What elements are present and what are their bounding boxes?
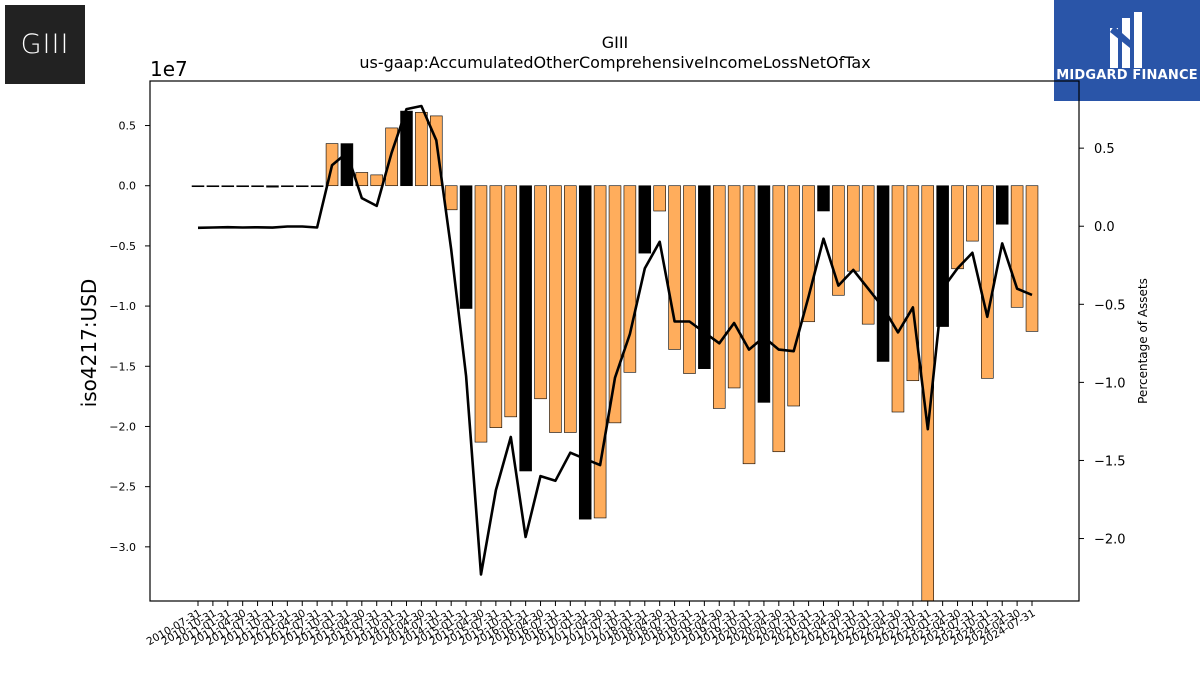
bar-2019-04-30 [712, 185, 726, 409]
plot-frame [149, 80, 1080, 602]
bar-2010-07-31 [191, 185, 205, 188]
bar-2022-07-31 [906, 185, 920, 382]
bar-2015-10-31 [504, 185, 518, 418]
bar-2024-07-31 [1025, 185, 1039, 332]
y2-tick-label: −1.5 [1094, 454, 1126, 469]
y-tick-label: 0.5 [119, 120, 137, 133]
bar-2019-10-31 [742, 185, 756, 465]
y-tick-label: −1.5 [109, 360, 136, 373]
y2-tick-label: −0.5 [1094, 298, 1126, 313]
bar-2011-10-31 [266, 185, 279, 188]
y-scale-label: 1e7 [150, 57, 188, 81]
bar-2018-01-31 [638, 185, 652, 254]
y-tick-label: −2.0 [109, 420, 136, 433]
bar-2011-01-31 [221, 185, 235, 188]
y2-tick-label: 0.0 [1094, 220, 1115, 235]
gIII-logo-text: GIII [20, 29, 70, 60]
midgard-finance-brand: MIDGARD FINANCE [1056, 68, 1198, 83]
bar-2012-07-31 [310, 185, 324, 188]
bar-2010-10-31 [206, 185, 220, 188]
y2-axis-ticks: 0.5 0.0 −0.5 −1.0 −1.5 −2.0 [1079, 142, 1126, 548]
y-tick-label: 0.0 [119, 180, 137, 193]
bar-2022-01-31 [876, 185, 890, 362]
bar-2012-04-30 [295, 185, 309, 188]
bar-2015-07-31 [489, 185, 503, 428]
bar-2017-10-31 [623, 185, 637, 373]
y-tick-label: −3.0 [109, 541, 136, 554]
bar-2020-10-31 [802, 185, 815, 323]
bar-2014-10-31 [444, 185, 458, 211]
bar-2018-04-30 [653, 185, 666, 212]
bar-2019-01-31 [698, 185, 711, 369]
y2-axis-label: Percentage of Assets [1136, 278, 1150, 404]
bar-2021-01-31 [817, 185, 830, 212]
y-axis-ticks: 0.5 0.0 −0.5 −1.0 −1.5 −2.0 −2.5 −3.0 [109, 120, 150, 554]
bar-2021-10-31 [861, 185, 875, 325]
bar-2015-01-31 [459, 185, 473, 309]
bar-2016-10-31 [564, 185, 577, 433]
midgard-mark-icon [1110, 12, 1142, 68]
bar-2017-01-31 [578, 185, 592, 520]
bar-2014-04-30 [415, 111, 428, 187]
bar-2024-01-31 [995, 185, 1009, 225]
bar-2016-07-31 [549, 185, 562, 433]
bar-2018-10-31 [683, 185, 696, 374]
bar-2013-07-31 [370, 174, 383, 187]
bar-2021-07-31 [847, 185, 860, 272]
gIII-logo: GIII [5, 5, 85, 84]
y-tick-label: −2.5 [109, 481, 136, 494]
bar-2018-07-31 [668, 185, 681, 350]
line-series [197, 104, 1033, 576]
bar-2022-04-30 [891, 185, 905, 413]
bar-2023-10-31 [981, 185, 994, 379]
chart-subtitle: us-gaap:AccumulatedOtherComprehensiveInc… [359, 53, 870, 72]
midgard-finance-logo: MIDGARD FINANCE [1054, 0, 1200, 101]
bar-2015-04-30 [474, 185, 488, 443]
chart-title: GIII [602, 33, 629, 52]
bar-2011-07-31 [251, 185, 264, 188]
bar-2012-01-31 [281, 185, 294, 188]
bar-2017-04-30 [593, 185, 607, 519]
bar-2020-07-31 [787, 185, 800, 407]
bar-2020-04-30 [772, 185, 786, 453]
bar-2020-01-31 [757, 185, 771, 403]
bar-2011-04-30 [236, 185, 249, 188]
bar-2019-07-31 [727, 185, 741, 389]
bar-2023-01-31 [936, 185, 949, 327]
y-tick-label: −0.5 [109, 240, 136, 253]
bar-2016-04-30 [534, 185, 547, 400]
bar-2023-07-31 [966, 185, 979, 242]
bar-2014-07-31 [430, 115, 443, 187]
bar-2021-04-30 [832, 185, 845, 296]
bar-2017-07-31 [608, 185, 622, 424]
percentage-of-assets-line [197, 104, 1033, 576]
y-axis-label: iso4217:USD [77, 279, 101, 408]
bar-2024-04-30 [1010, 185, 1024, 308]
bar-2023-04-30 [951, 185, 964, 270]
bar-2016-01-31 [519, 185, 532, 472]
y2-tick-label: −2.0 [1094, 533, 1126, 548]
bar-series [191, 110, 1039, 602]
bar-2013-01-31 [340, 143, 354, 187]
y2-tick-label: −1.0 [1094, 376, 1126, 391]
y2-tick-label: 0.5 [1094, 142, 1115, 157]
x-axis-ticks: 2010-07-312010-10-312011-01-312011-04-30… [145, 601, 1038, 648]
y-tick-label: −1.0 [109, 300, 136, 313]
